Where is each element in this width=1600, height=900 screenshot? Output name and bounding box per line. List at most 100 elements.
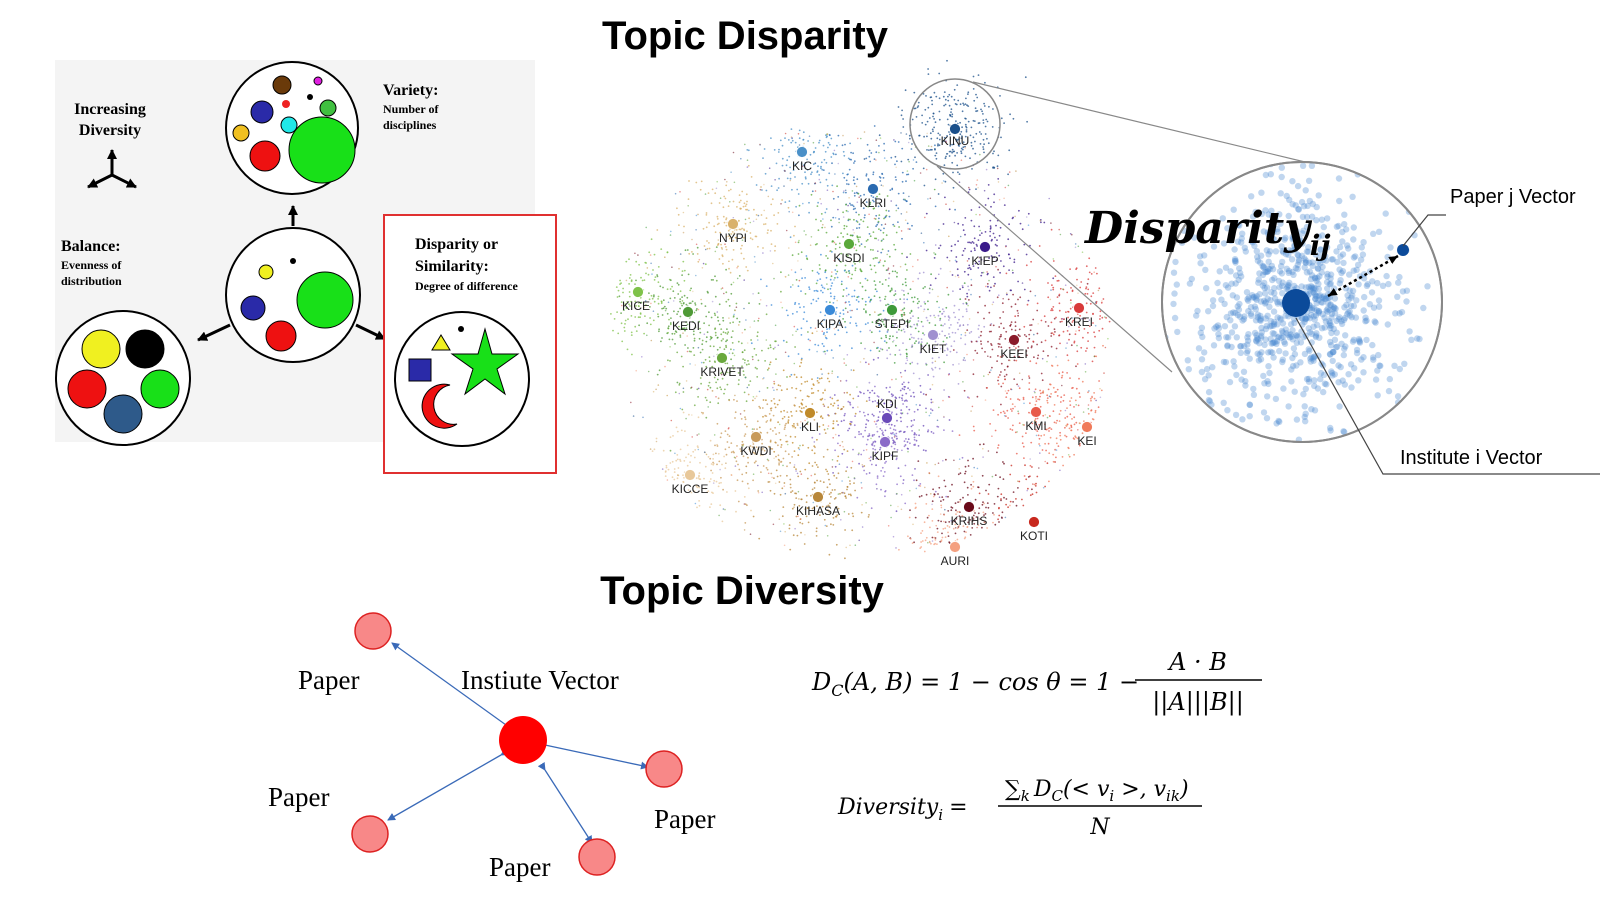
div-sub: i — [938, 806, 943, 824]
institute-label-kei: KEI — [1077, 434, 1096, 448]
title-topic-diversity: Topic Diversity — [600, 569, 885, 613]
institute-center-keei — [1008, 334, 1020, 346]
cosine-sub: C — [831, 681, 843, 700]
institute-label-kic: KIC — [792, 159, 812, 173]
balance-desc-2: distribution — [61, 274, 122, 288]
institute-center-kmi — [1030, 406, 1042, 418]
variety-heading: Variety: — [383, 82, 438, 99]
paper-node-top — [354, 612, 392, 650]
cosine-denominator: ||A|||B|| — [1152, 688, 1244, 717]
institute-center-kicce — [684, 469, 696, 481]
institute-center-krivet — [716, 352, 728, 364]
cosine-args: (A, B) = 1 − cos θ = 1 − — [844, 668, 1140, 696]
institute-center-krihs — [963, 501, 975, 513]
institute-center-krei — [1073, 302, 1085, 314]
variety-circle — [225, 61, 359, 195]
balance-heading: Balance: — [61, 238, 121, 255]
edge-paper-bottom — [537, 761, 593, 844]
institute-vector-dot — [1282, 289, 1310, 317]
institute-label-kiet: KIET — [920, 342, 947, 356]
institute-center-auri — [949, 541, 961, 553]
tripod-arrows-icon — [87, 149, 137, 189]
institute-center-kic — [796, 146, 808, 158]
institute-label-kdi: KDI — [877, 397, 897, 411]
center-circle — [225, 227, 361, 363]
balance-circle — [55, 310, 191, 446]
institute-center-kiep — [979, 241, 991, 253]
institute-center-kli — [804, 407, 816, 419]
institute-center-kwdi — [750, 431, 762, 443]
div-sum: ∑ — [1005, 777, 1021, 802]
paper-vector-dot — [1397, 244, 1409, 256]
disparity-label: Disparityij — [1083, 203, 1331, 262]
institute-center-kiet — [927, 329, 939, 341]
institute-label-kinu: KINU — [941, 134, 970, 148]
institute-label-kwdi: KWDI — [740, 444, 771, 458]
stirling-arrows — [197, 205, 386, 342]
institute-node — [499, 716, 547, 764]
institute-center-kihasa — [812, 491, 824, 503]
zoom-source-circle — [909, 78, 1001, 170]
disparity-desc: Degree of difference — [415, 279, 519, 293]
div-num-i: i — [1109, 787, 1114, 805]
institute-label-auri: AURI — [941, 554, 970, 568]
institute-label-koti: KOTI — [1020, 529, 1048, 543]
institute-center-kinu — [949, 123, 961, 135]
zoom-points — [1162, 162, 1435, 442]
edge-paper-left — [387, 748, 510, 821]
institute-center-stepi — [886, 304, 898, 316]
institute-center-kdi — [881, 412, 893, 424]
institute-center-klri — [867, 183, 879, 195]
institute-centers: KINU KIC KLRI NYPI KISDI KIEP KICE KEDI KIPA STEP… — [622, 123, 1097, 568]
diversity-formula: Diversityi = ∑k DC(< vi >, vik) N — [837, 777, 1202, 840]
zoom-connector-bottom — [936, 165, 1173, 373]
institute-center-kice — [632, 286, 644, 298]
paper-node-bottom — [578, 838, 616, 876]
diversity-network — [387, 642, 649, 844]
balance-desc-1: Evenness of — [61, 258, 122, 272]
div-num-c: C — [1051, 787, 1063, 805]
div-num-ik: ik — [1166, 787, 1180, 805]
div-num-d: D — [1033, 777, 1052, 802]
institute-label-kipa: KIPA — [817, 317, 843, 331]
disparity-distance-arrow — [1327, 254, 1399, 298]
disparity-label-subscript: ij — [1310, 229, 1331, 262]
institute-label-krivet: KRIVET — [700, 365, 744, 379]
cosine-distance-formula: DC(A, B) = 1 − cos θ = 1 − A · B ||A|||B… — [811, 648, 1262, 717]
institute-center-nypi — [727, 218, 739, 230]
cosine-lhs: D — [811, 668, 831, 696]
edge-paper-top — [391, 642, 522, 738]
disparity-circle — [394, 311, 530, 447]
institute-label-kisdi: KISDI — [833, 251, 864, 265]
div-num-end: ) — [1179, 777, 1189, 802]
institute-center-kisdi — [843, 238, 855, 250]
paper-label-right: Paper — [654, 804, 715, 834]
disparity-heading-1: Disparity or — [415, 236, 498, 253]
div-lhs: Diversity — [837, 795, 939, 820]
scatter-points — [610, 59, 1111, 560]
paper-label-bottom: Paper — [489, 852, 550, 882]
paper-node-left — [351, 815, 389, 853]
div-num-mid: >, v — [1114, 777, 1166, 802]
disparity-label-main: Disparity — [1083, 203, 1313, 254]
institute-label-keei: KEEI — [1000, 347, 1027, 361]
institute-label-kicce: KICCE — [672, 482, 709, 496]
institute-label-kihasa: KIHASA — [796, 504, 840, 518]
cosine-numerator: A · B — [1167, 648, 1227, 676]
institute-center-kipa — [824, 304, 836, 316]
zoom-magnified-circle — [1161, 161, 1443, 443]
institute-label-kiep: KIEP — [971, 254, 998, 268]
stirling-diversity-panel: Increasing Diversity Variety: Number of … — [55, 60, 557, 474]
institute-center-kei — [1081, 421, 1093, 433]
institute-label-stepi: STEPI — [875, 317, 910, 331]
institute-callout-line — [1295, 317, 1600, 475]
variety-desc-1: Number of — [383, 102, 439, 116]
paper-callout-line — [1402, 214, 1446, 247]
paper-node-right — [645, 750, 683, 788]
institute-label-krei: KREI — [1065, 315, 1093, 329]
variety-desc-2: disciplines — [383, 118, 437, 132]
div-num-args: (< v — [1063, 777, 1110, 802]
increasing-label-2: Diversity — [79, 122, 141, 139]
institute-label-kli: KLI — [801, 420, 819, 434]
